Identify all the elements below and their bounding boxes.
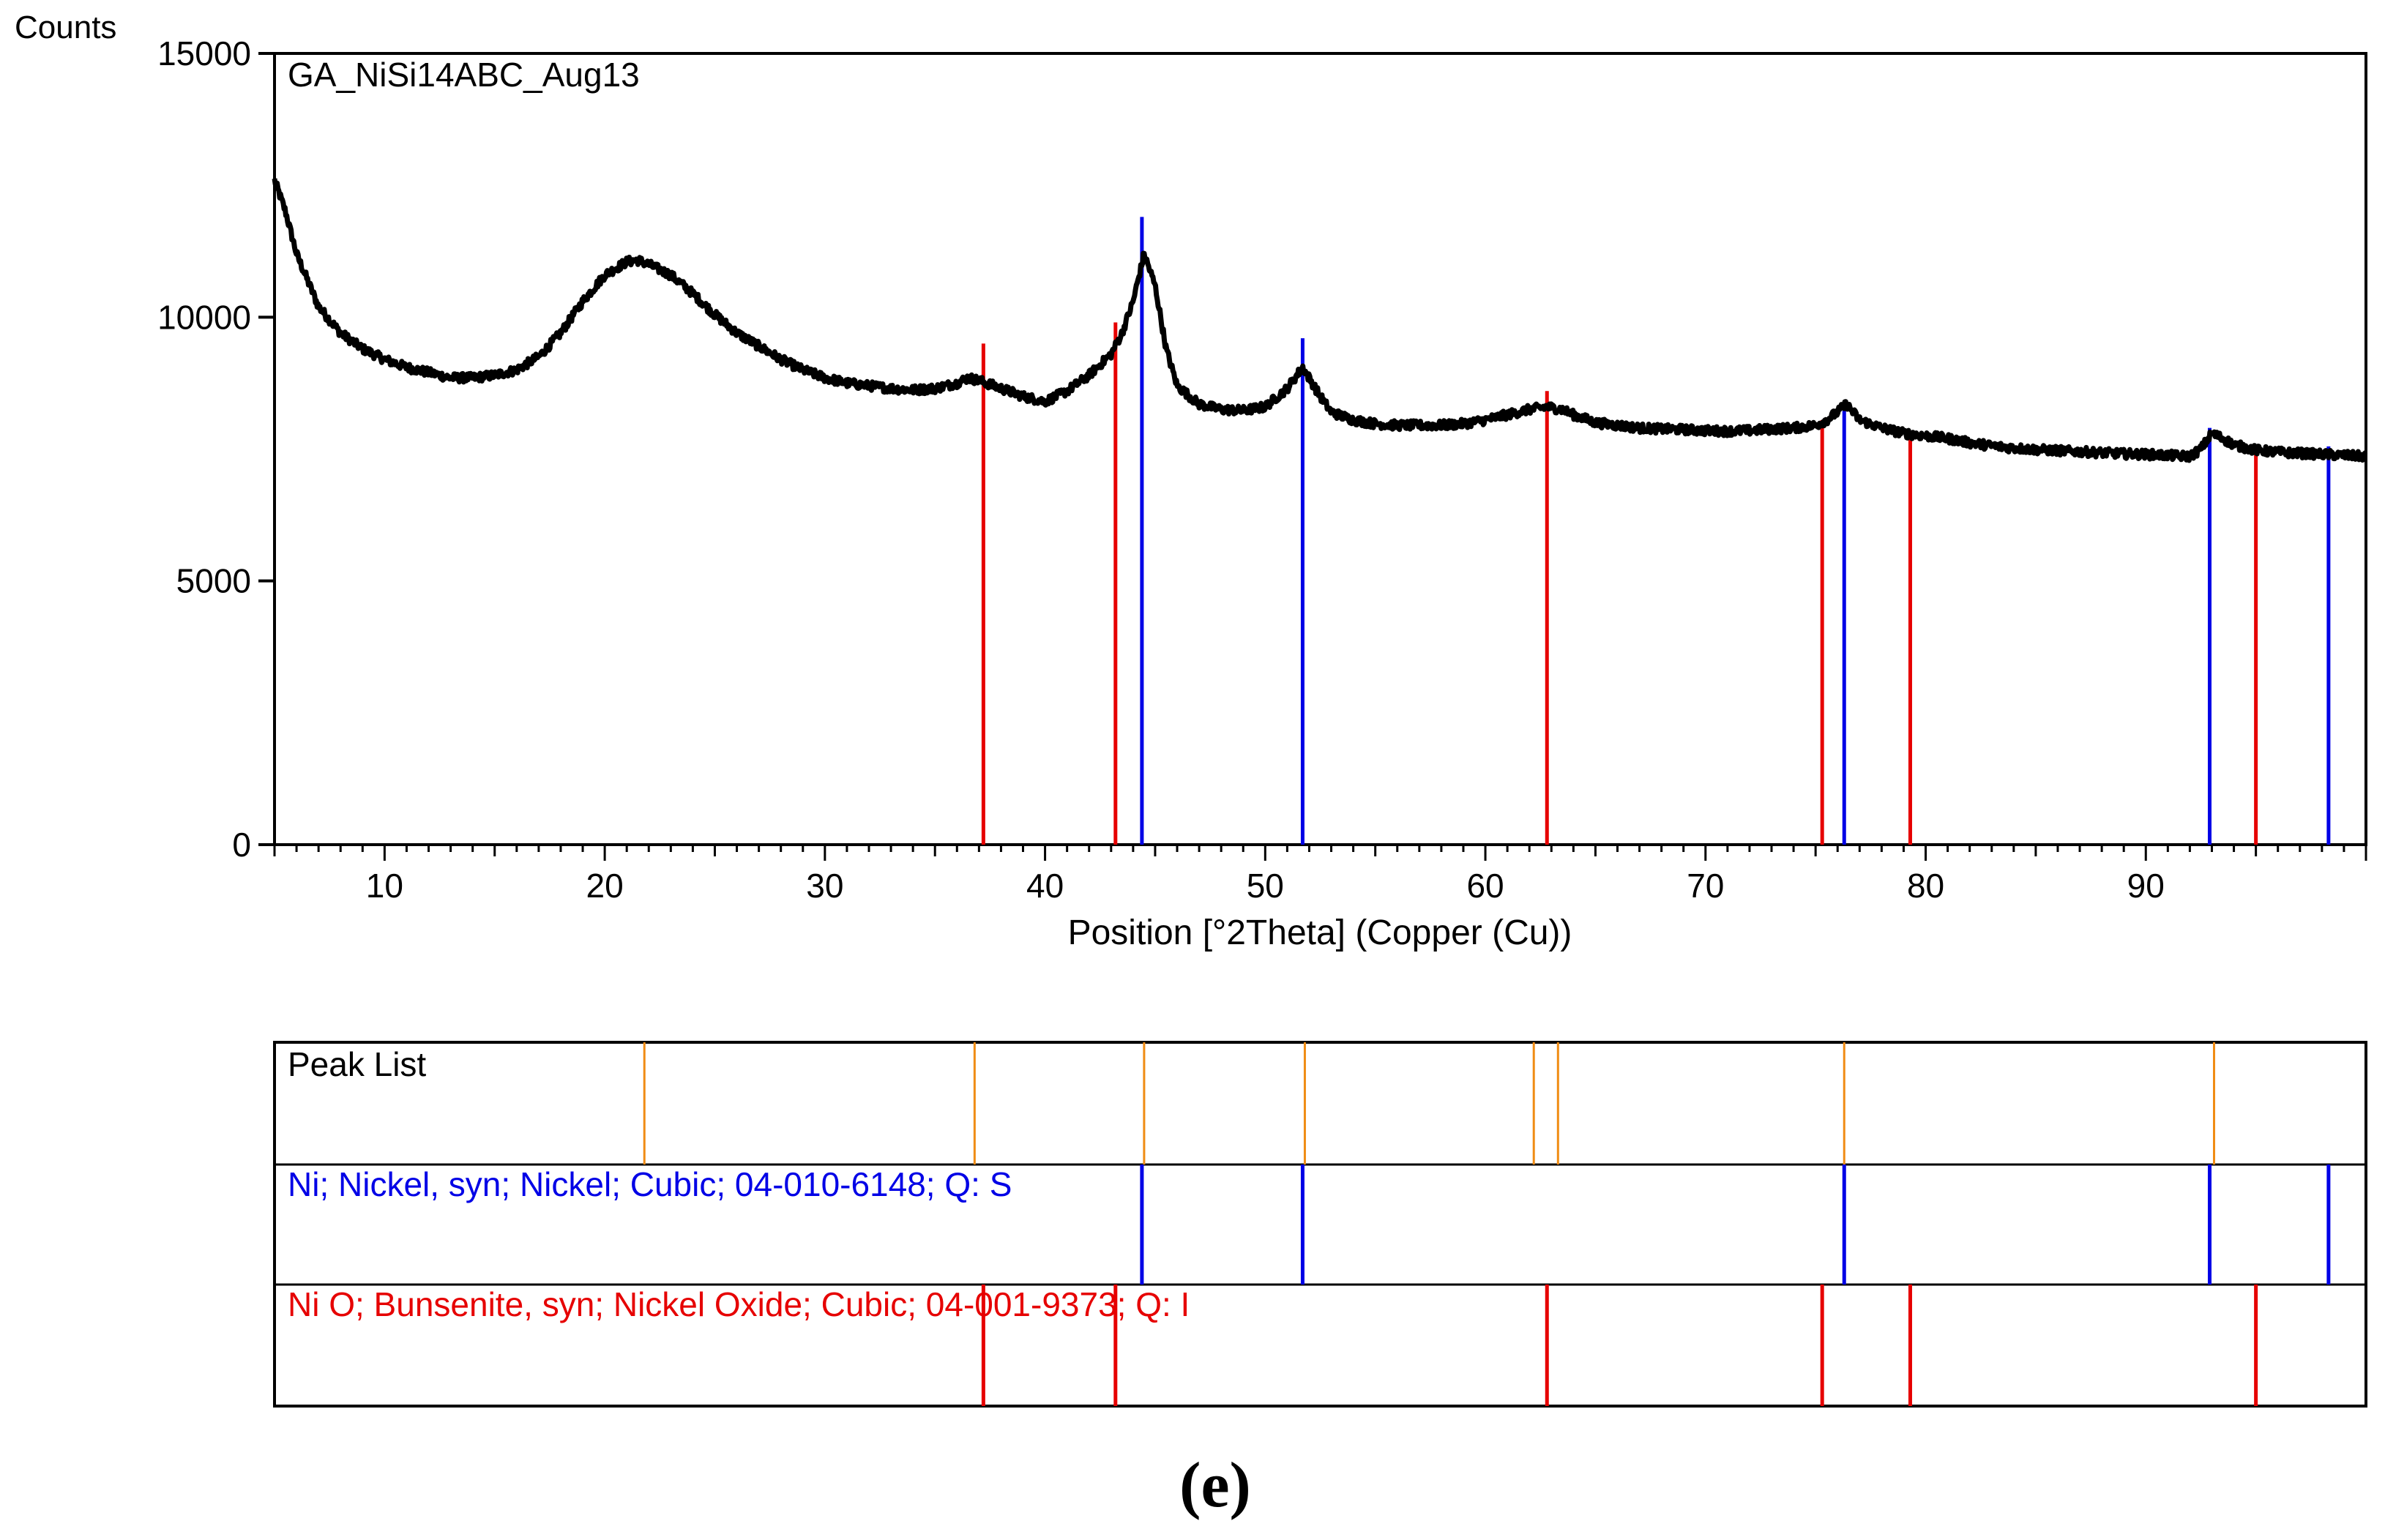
x-tick-label-3: 40 <box>1026 867 1064 905</box>
figure-caption: (e) <box>1179 1450 1251 1521</box>
y-tick-label-1: 5000 <box>176 562 251 600</box>
y-tick-label-0: 0 <box>232 826 251 864</box>
chart-title: GA_NiSi14ABC_Aug13 <box>288 56 640 94</box>
nio-phase-label: Ni O; Bunsenite, syn; Nickel Oxide; Cubi… <box>288 1285 1190 1323</box>
reference-markers <box>981 217 2331 845</box>
peak-list-label: Peak List <box>288 1045 426 1083</box>
x-tick-label-2: 30 <box>806 867 843 905</box>
stick-panel-frame <box>273 1041 2367 1408</box>
x-tick-label-1: 20 <box>586 867 624 905</box>
x-tick-label-7: 80 <box>1907 867 1944 905</box>
x-tick-label-0: 10 <box>366 867 403 905</box>
x-tick-label-5: 60 <box>1466 867 1504 905</box>
y-ticks: 0 5000 10000 15000 <box>157 34 275 864</box>
x-tick-label-8: 90 <box>2127 867 2165 905</box>
diffraction-trace <box>272 178 2368 463</box>
y-tick-label-2: 10000 <box>157 298 251 336</box>
stick-rows <box>643 1042 2331 1406</box>
x-tick-label-4: 50 <box>1247 867 1284 905</box>
x-tick-label-6: 70 <box>1687 867 1724 905</box>
x-axis-label: Position [°2Theta] (Copper (Cu)) <box>1068 913 1572 952</box>
stick-panel: Peak List Ni; Nickel, syn; Nickel; Cubic… <box>273 1041 2367 1408</box>
y-tick-label-3: 15000 <box>157 34 251 72</box>
x-ticks: 10 20 30 40 50 60 70 80 90 <box>273 845 2367 905</box>
y-axis-label: Counts <box>15 10 116 45</box>
main-plot: GA_NiSi14ABC_Aug13 Counts Position [°2Th… <box>15 10 2368 952</box>
ni-phase-label: Ni; Nickel, syn; Nickel; Cubic; 04-010-6… <box>288 1165 1012 1203</box>
plot-frame <box>273 52 2367 846</box>
